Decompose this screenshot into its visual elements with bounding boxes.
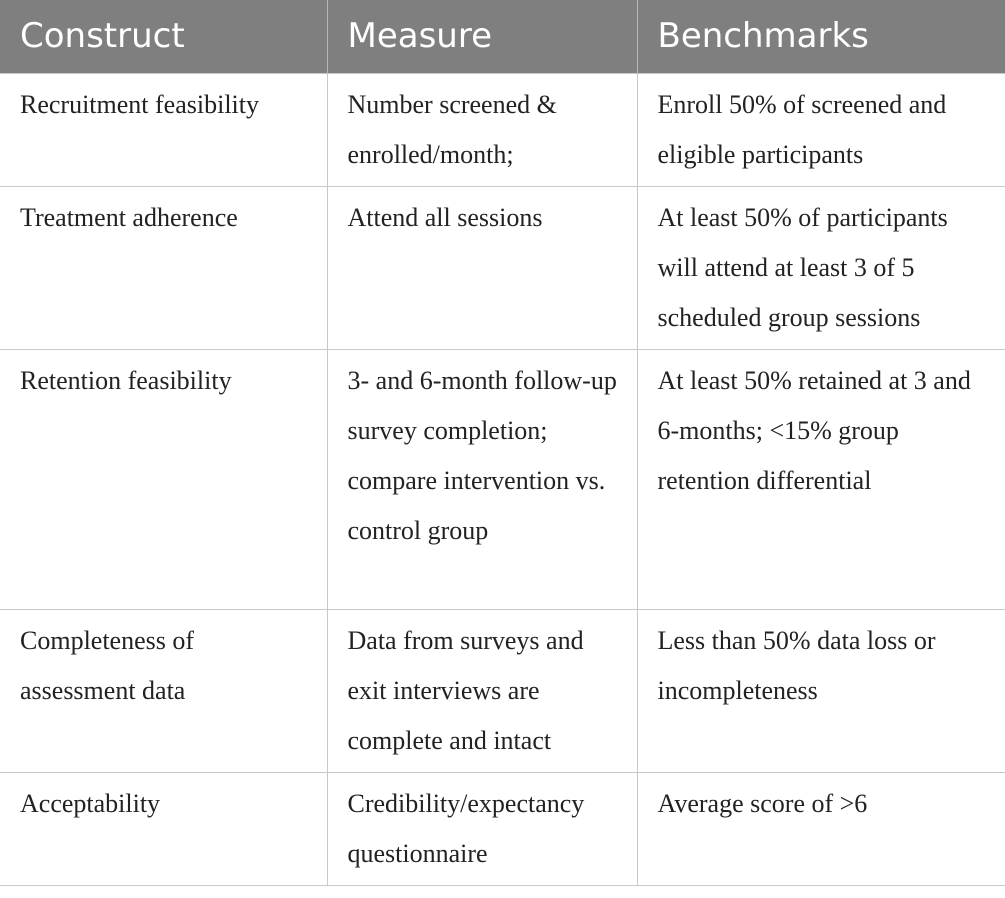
table-cell: Treatment adherence [0, 185, 328, 350]
table-cell: At least 50% of participants will attend… [636, 185, 1005, 350]
header-cell: Construct [0, 0, 327, 73]
table-cell: Completeness of assessment data [0, 608, 328, 773]
table-body: Recruitment feasibility Number screened &… [0, 72, 1005, 886]
table-cell: Acceptability [0, 771, 328, 886]
header-cell: Measure [326, 0, 637, 73]
table-cell: At least 50% retained at 3 and 6-months;… [636, 348, 1005, 610]
table-cell: 3- and 6-month follow-up survey completi… [326, 348, 638, 610]
table-row: Acceptability Credibility/expectancy ques… [0, 771, 1005, 886]
table-header: Construct Measure Benchmarks [0, 0, 1005, 73]
header-cell: Benchmarks [636, 0, 1005, 73]
table-cell: Enroll 50% of screened and eligible part… [636, 72, 1005, 187]
table-cell: Less than 50% data loss or incompletenes… [636, 608, 1005, 773]
table-cell: Recruitment feasibility [0, 72, 328, 187]
table-cell: Attend all sessions [326, 185, 638, 350]
table-cell: Number screened & enrolled/month; [326, 72, 638, 187]
table-row: Treatment adherence Attend all sessions At… [0, 185, 1005, 350]
header-row: Construct Measure Benchmarks [0, 0, 1005, 73]
table-row: Retention feasibility 3- and 6-month foll… [0, 348, 1005, 610]
table-cell: Average score of >6 [636, 771, 1005, 886]
table-cell: Data from surveys and exit interviews ar… [326, 608, 638, 773]
table-row: Completeness of assessment data Data from… [0, 608, 1005, 773]
table-cell: Retention feasibility [0, 348, 328, 610]
table-row: Recruitment feasibility Number screened &… [0, 72, 1005, 187]
table-cell: Credibility/expectancy questionnaire [326, 771, 638, 886]
